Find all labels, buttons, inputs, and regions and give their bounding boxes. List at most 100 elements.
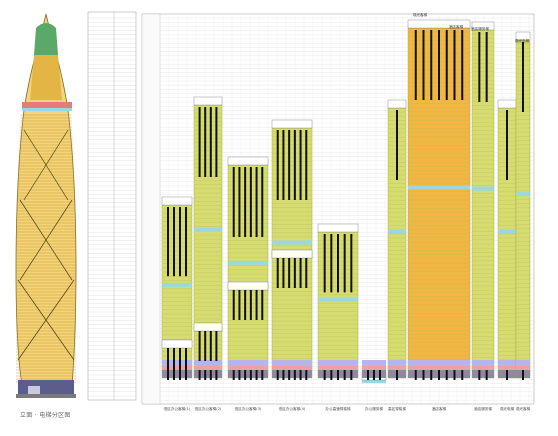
floor-table	[87, 11, 137, 401]
tower-diagrid	[19, 199, 73, 281]
tower-diagrid	[23, 129, 69, 201]
zone-label: 观光电梯	[500, 406, 515, 411]
elevator-pit	[337, 370, 339, 380]
elevator-pit	[204, 370, 207, 380]
elevator-shaft	[288, 130, 291, 200]
zone-podium-lavender	[472, 360, 494, 366]
elevator-pit	[288, 370, 291, 380]
elevator-shaft	[238, 167, 241, 237]
zone-low-1: 低区办公客梯(1)	[161, 196, 193, 411]
zone-obs: 观光电梯	[497, 99, 517, 411]
elevator-shaft	[478, 32, 481, 102]
zone-sky-lobby	[472, 186, 494, 191]
elevator-pit	[414, 370, 417, 380]
zone-label: 酒店客梯	[432, 406, 447, 411]
zone-label: 酒店服务梯	[474, 406, 492, 411]
tower-belt-cyan	[22, 108, 72, 111]
zone-sky-lobby	[318, 297, 358, 302]
elevator-shaft	[282, 258, 285, 288]
zone-podium-lavender	[388, 360, 406, 366]
zone-podium-pink	[498, 366, 516, 370]
elevator-shaft	[506, 110, 508, 180]
zone-lower-stack	[193, 322, 223, 361]
elevator-pit	[244, 370, 247, 380]
zone-podium-pink	[362, 366, 386, 370]
zone-podium-pink	[472, 366, 494, 370]
elevator-shaft	[215, 107, 218, 177]
tower-elevation	[15, 13, 77, 398]
zone-label: 办公服务梯	[365, 406, 383, 411]
elevator-pit	[522, 370, 524, 380]
elevator-shaft	[293, 258, 296, 288]
elevator-pit	[485, 370, 488, 380]
floor-table-frame	[87, 11, 137, 401]
elevator-shaft	[343, 234, 346, 293]
elevator-pit	[343, 370, 346, 380]
tower-podium	[18, 380, 74, 394]
elevator-shaft	[453, 30, 456, 100]
elevator-shaft	[204, 331, 207, 361]
grid-label-column	[141, 13, 161, 405]
zone-podium-pink	[162, 366, 192, 370]
zone-podium-pink	[272, 366, 312, 370]
zone-header-box	[161, 196, 193, 206]
elevator-shaft	[261, 167, 264, 237]
zone-header-box	[271, 249, 313, 259]
elevator-shaft	[167, 348, 169, 378]
elevator-shaft	[485, 32, 488, 102]
elevator-shaft	[396, 110, 398, 180]
zone-podium-lavender	[362, 360, 386, 366]
zone-podium-lavender	[162, 360, 192, 366]
zone-lower-stack	[271, 249, 313, 288]
elevator-shaft	[461, 30, 464, 100]
elevator-shaft	[299, 130, 302, 200]
zone-label: 低区办公客梯(3)	[235, 406, 262, 411]
elevator-pit	[367, 370, 369, 380]
elevator-shaft	[522, 42, 524, 112]
zone-header-box	[515, 31, 531, 41]
elevator-shaft	[288, 258, 291, 288]
zone-podium-pink	[318, 366, 358, 370]
elevator-shaft	[204, 107, 207, 177]
elevator-shaft	[232, 167, 235, 237]
elevator-pit	[276, 370, 279, 380]
zone-podium-lavender	[318, 360, 358, 366]
zone-label: 观光客梯	[516, 406, 531, 411]
tower-belt-pink	[22, 102, 72, 108]
elevator-shaft	[198, 107, 201, 177]
zone-header-box	[193, 322, 223, 332]
elevator-shaft	[198, 331, 201, 361]
zone-podium-ground	[472, 370, 494, 378]
elevator-shaft	[305, 258, 308, 288]
zone-sky-lobby	[362, 379, 386, 384]
zone-podium-pink	[388, 366, 406, 370]
zone-label: 低区办公客梯(4)	[279, 406, 306, 411]
zone-hotel: 酒店客梯	[407, 19, 471, 411]
elevator-shaft	[167, 207, 169, 277]
elevator-shaft	[438, 30, 440, 100]
zone-header-box	[387, 99, 407, 109]
tower-ground	[16, 394, 76, 398]
zone-podium-lavender	[408, 360, 470, 366]
elevator-shaft	[305, 130, 308, 200]
top-zone-label: 观光电梯	[515, 38, 530, 43]
elevator-pit	[232, 370, 235, 380]
zone-podium-pink	[516, 366, 530, 370]
elevator-shaft	[249, 167, 252, 237]
tower-crown-gold	[30, 55, 62, 100]
zone-sky-lobby	[408, 185, 470, 190]
elevator-pit	[323, 370, 326, 380]
zone-podium-lavender	[228, 360, 268, 366]
elevator-shaft	[299, 258, 302, 288]
tower-crown-green	[34, 23, 58, 55]
zone-podium-ground	[162, 370, 192, 378]
tower-diagrid	[17, 279, 75, 361]
elevator-pit	[261, 370, 264, 380]
elevator-shaft	[215, 331, 218, 361]
elevator-pit	[215, 370, 218, 380]
zone-label: 低区办公客梯(1)	[164, 406, 191, 411]
zone-podium-lavender	[516, 360, 530, 366]
elevator-shaft	[282, 130, 285, 200]
